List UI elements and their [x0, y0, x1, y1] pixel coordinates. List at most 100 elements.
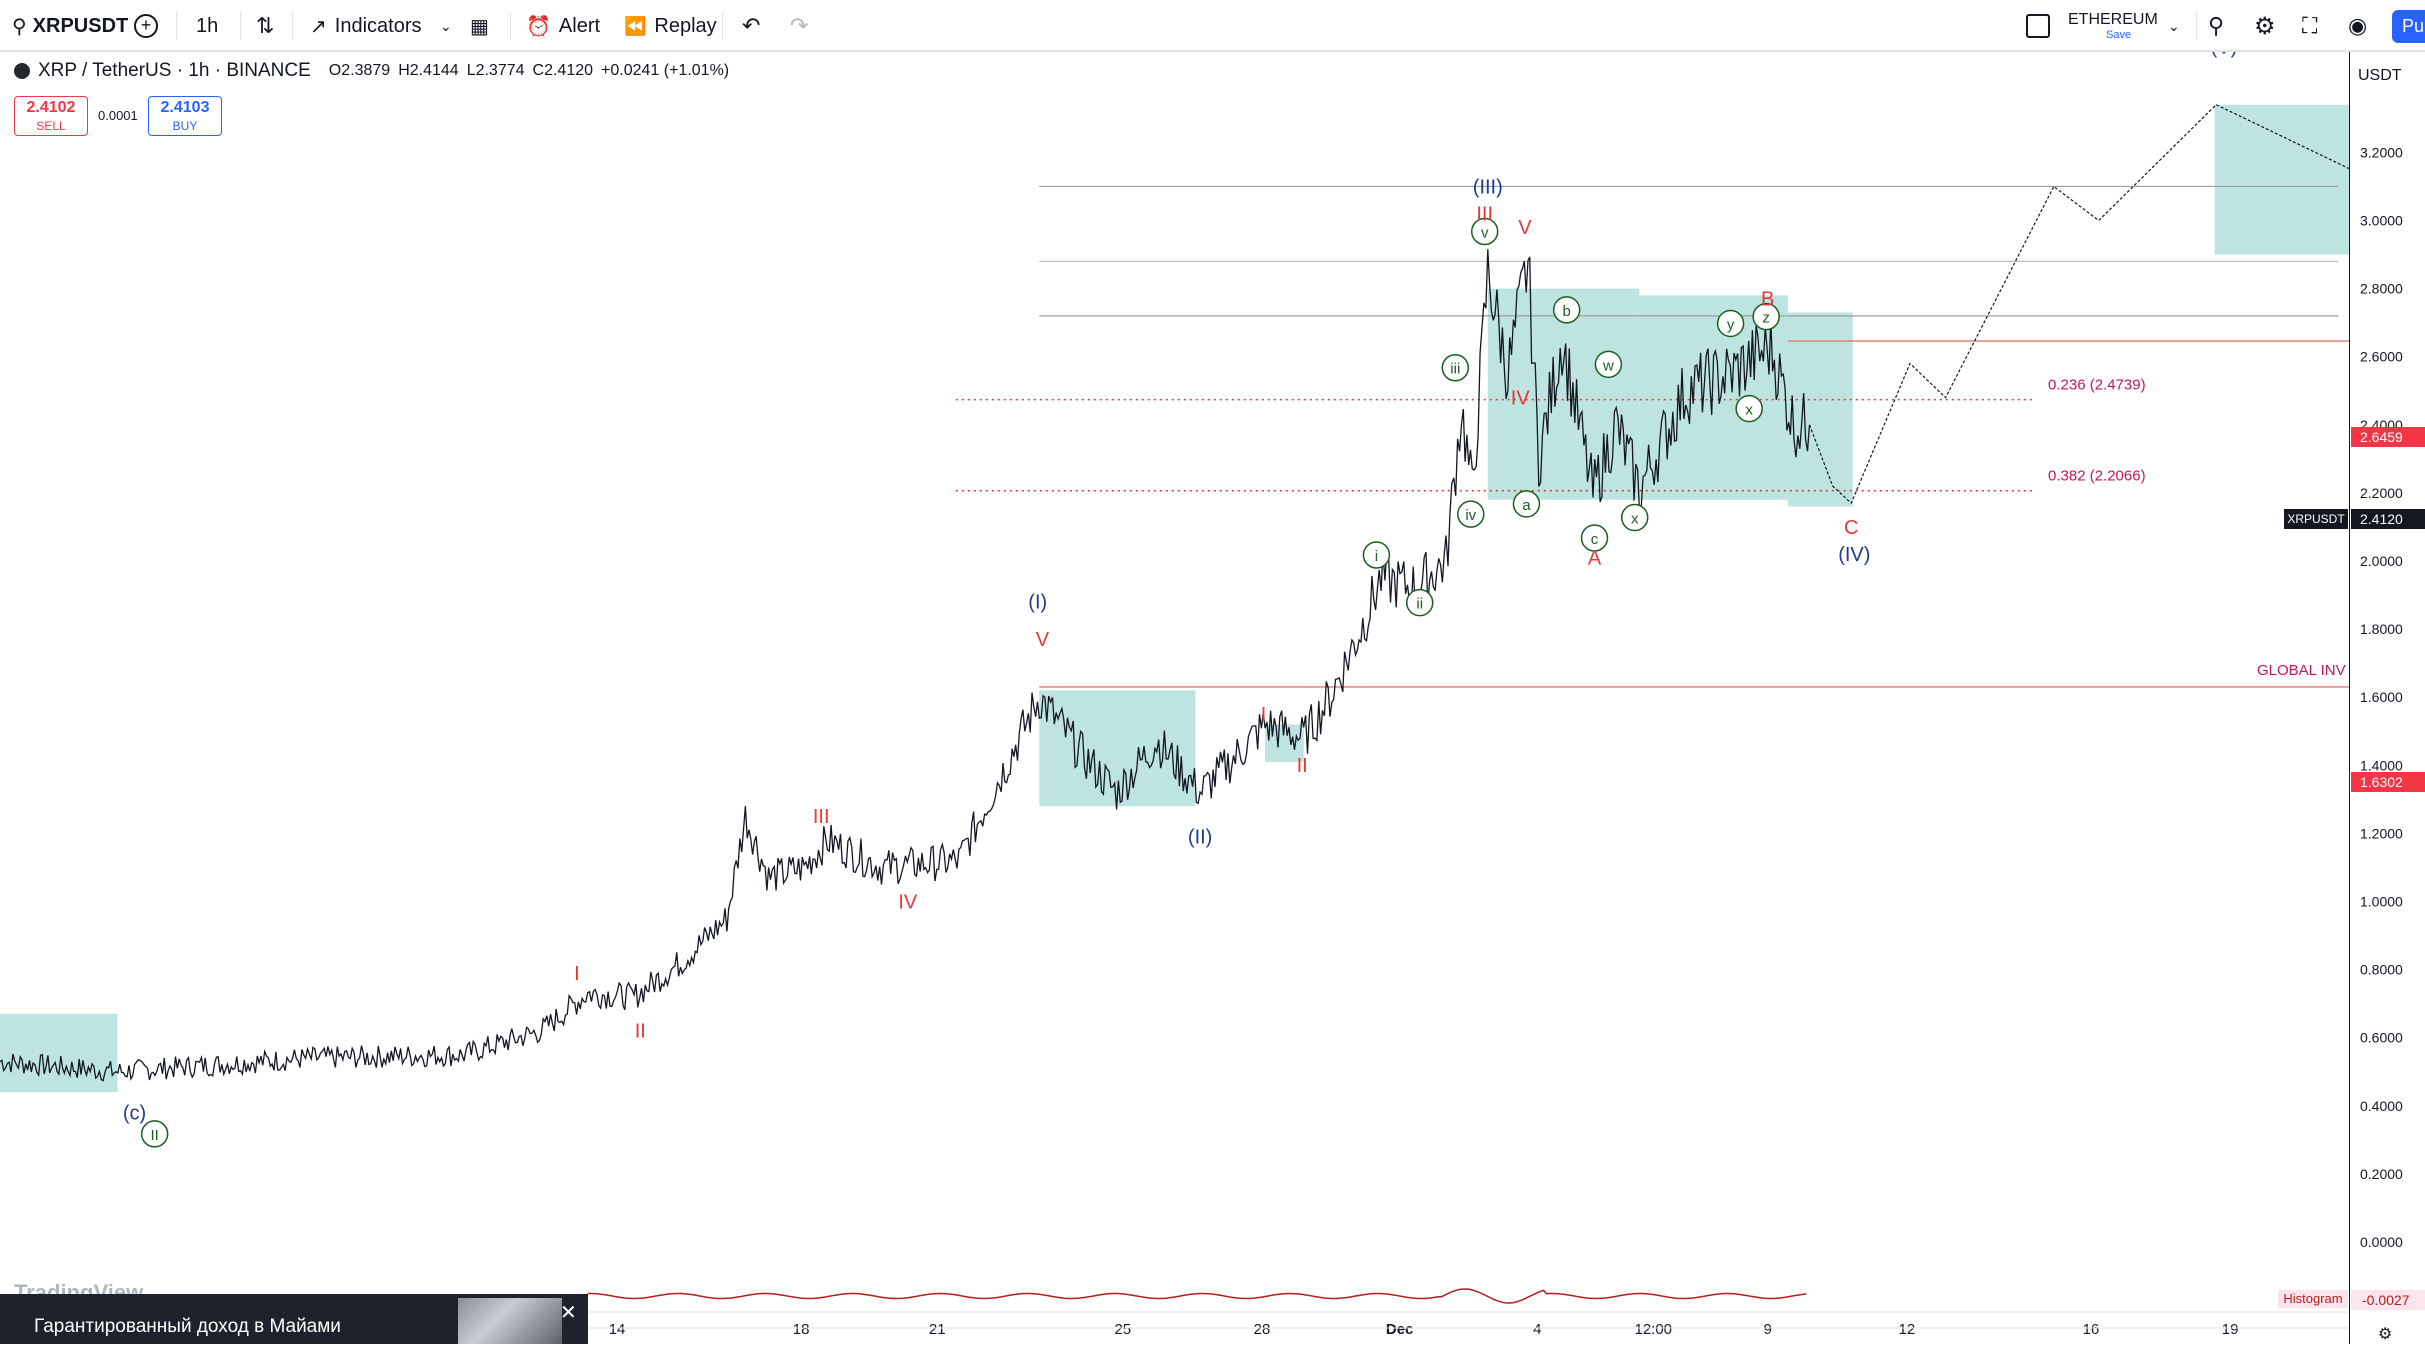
price-tick-15: 0.6000	[2360, 1030, 2403, 1046]
wave-circle-24	[1594, 350, 1623, 379]
search-icon: ⚲	[12, 15, 27, 38]
wave-label-2: I	[574, 963, 580, 985]
legend-title: XRP / TetherUS · 1h · BINANCE	[38, 60, 311, 81]
price-tick-17: 0.2000	[2360, 1166, 2403, 1182]
redo-icon: ↷	[790, 13, 809, 38]
wave-label-18: V	[1518, 217, 1532, 239]
legend-open: O2.3879	[328, 62, 391, 79]
time-tick-11: 19	[2222, 1321, 2239, 1338]
layout-name-button[interactable]: ETHEREUM Save	[2068, 0, 2158, 52]
last-price-tag	[2351, 509, 2425, 529]
ad-banner[interactable]: Гарантированный доход в Майами ✕	[0, 1294, 588, 1344]
templates-dropdown[interactable]: ⌄	[440, 0, 452, 52]
square-icon	[2026, 14, 2050, 38]
wave-label-31: (IV)	[1838, 544, 1870, 566]
wave-label-11: i	[1375, 548, 1378, 565]
currency-label[interactable]: USDT	[2358, 67, 2402, 84]
fullscreen-button[interactable]: ⛶	[2302, 0, 2317, 52]
wave-circle-1	[140, 1120, 169, 1148]
compare-symbol-button[interactable]: +	[134, 0, 158, 52]
layout-toggle-button[interactable]	[2026, 0, 2050, 52]
price-axis-canvas[interactable]: USDT 3.20003.00002.80002.60002.40002.200…	[2350, 52, 2425, 1344]
rewind-icon: ⏪	[624, 15, 647, 36]
price-tick-3: 3.0000	[2360, 213, 2403, 229]
teal-box-0	[0, 1013, 118, 1093]
layout-menu-dropdown[interactable]: ⌄	[2168, 0, 2180, 52]
time-tick-8: 9	[1764, 1321, 1772, 1338]
alert-label: Alert	[558, 14, 601, 37]
wave-label-5: IV	[898, 891, 918, 913]
time-tick-7: 12:00	[1634, 1321, 1672, 1338]
undo-button[interactable]: ↶	[742, 0, 760, 52]
interval-button[interactable]: 1h	[196, 0, 218, 52]
redo-button[interactable]: ↷	[790, 0, 808, 52]
indicator-name-tag: Histogram	[2278, 1290, 2348, 1308]
symbol-label: XRPUSDT	[32, 14, 129, 37]
settings-button[interactable]: ⚙	[2254, 0, 2276, 52]
time-tick-6: 4	[1533, 1321, 1541, 1338]
wave-label-24: w	[1602, 357, 1614, 374]
last-price-symbol-tag: XRPUSDT	[2284, 509, 2348, 529]
wave-label-16: (III)	[1473, 176, 1503, 198]
wave-label-13: iii	[1450, 361, 1460, 378]
snapshot-button[interactable]: ◉	[2348, 0, 2367, 52]
wave-circle-25	[1620, 503, 1649, 532]
replay-button[interactable]: ⏪ Replay	[624, 0, 717, 52]
time-tick-2: 21	[929, 1321, 946, 1338]
chart-canvas[interactable]: (c)IIIIIIIIIV(I)V(II)IIIiiiiiiivv(III)II…	[0, 6, 2352, 1344]
alert-button[interactable]: ⏰ Alert	[526, 0, 600, 52]
time-tick-0: 14	[609, 1321, 626, 1338]
magnifier-icon: ⚲	[2208, 13, 2225, 38]
price-tick-10: 1.6000	[2360, 689, 2403, 705]
top-toolbar: ⚲ XRPUSDT + 1h ⇅ ↗ Indicators ⌄ ▦ ⏰ Aler…	[0, 0, 2425, 52]
projection-path	[1808, 103, 2352, 505]
wave-label-22: c	[1591, 531, 1599, 548]
symbol-search-button[interactable]: ⚲ XRPUSDT	[12, 0, 128, 52]
sell-button[interactable]: 2.4102 SELL	[14, 96, 88, 136]
wave-label-7: V	[1036, 629, 1050, 651]
layout-save-status: Save	[2106, 29, 2132, 41]
wave-label-8: (II)	[1188, 827, 1212, 849]
wave-label-0: (c)	[123, 1102, 146, 1124]
legend-high: H2.4144	[398, 62, 459, 79]
camera-icon: ◉	[2348, 13, 2368, 38]
chart-line-icon: ↗	[310, 15, 327, 38]
time-tick-9: 12	[1899, 1321, 1916, 1338]
quick-search-button[interactable]: ⚲	[2208, 0, 2224, 52]
wave-label-23: A	[1588, 547, 1602, 569]
macd-histogram	[587, 1288, 1807, 1304]
close-ad-button[interactable]: ✕	[560, 1300, 577, 1325]
wave-circle-21	[1552, 296, 1581, 324]
ad-text: Гарантированный доход в Майами	[34, 1316, 341, 1337]
publish-label: Pu	[2392, 9, 2425, 43]
chart-type-button[interactable]: ⇅	[256, 0, 274, 52]
time-settings-icon[interactable]: ⚙	[2378, 1326, 2392, 1343]
symbol-logo-icon	[14, 63, 30, 79]
publish-button[interactable]: Pu	[2392, 0, 2425, 52]
time-tick-10: 16	[2083, 1321, 2100, 1338]
price-tick-14: 0.8000	[2360, 962, 2403, 978]
wave-circle-22	[1580, 524, 1609, 552]
sell-label: SELL	[36, 119, 66, 133]
wave-label-3: II	[635, 1021, 646, 1043]
legend-change: +0.0241 (+1.01%)	[601, 62, 730, 79]
price-axis[interactable]: USDT 3.2000 3.0000 2.8000 2.6000 2.4000 2.200…	[2349, 52, 2425, 1344]
wave-label-27: z	[1762, 310, 1770, 327]
buy-button[interactable]: 2.4103 BUY	[148, 96, 222, 136]
wave-label-14: iv	[1465, 507, 1476, 524]
wave-label-17: III	[1476, 204, 1493, 226]
indicators-button[interactable]: ↗ Indicators	[310, 0, 421, 52]
fib-236-label: 0.236 (2.4739)	[2048, 377, 2146, 394]
legend-close: C2.4120	[532, 62, 594, 79]
wave-label-4: III	[813, 806, 830, 828]
level-1630-value: 1.6302	[2360, 774, 2403, 790]
price-tick-13: 1.0000	[2360, 894, 2403, 910]
replay-label: Replay	[654, 14, 717, 37]
wave-label-26: y	[1727, 316, 1735, 333]
time-tick-5: Dec	[1386, 1321, 1414, 1338]
spread-value: 0.0001	[98, 108, 138, 123]
chart-pane[interactable]: (c) II I II III IV (I) V (II) I II i ii iii iv v (III) II…	[0, 6, 2352, 1344]
layouts-button[interactable]: ▦	[470, 0, 489, 52]
sell-price: 2.4102	[26, 99, 76, 116]
price-tick-9: 1.8000	[2360, 621, 2403, 637]
